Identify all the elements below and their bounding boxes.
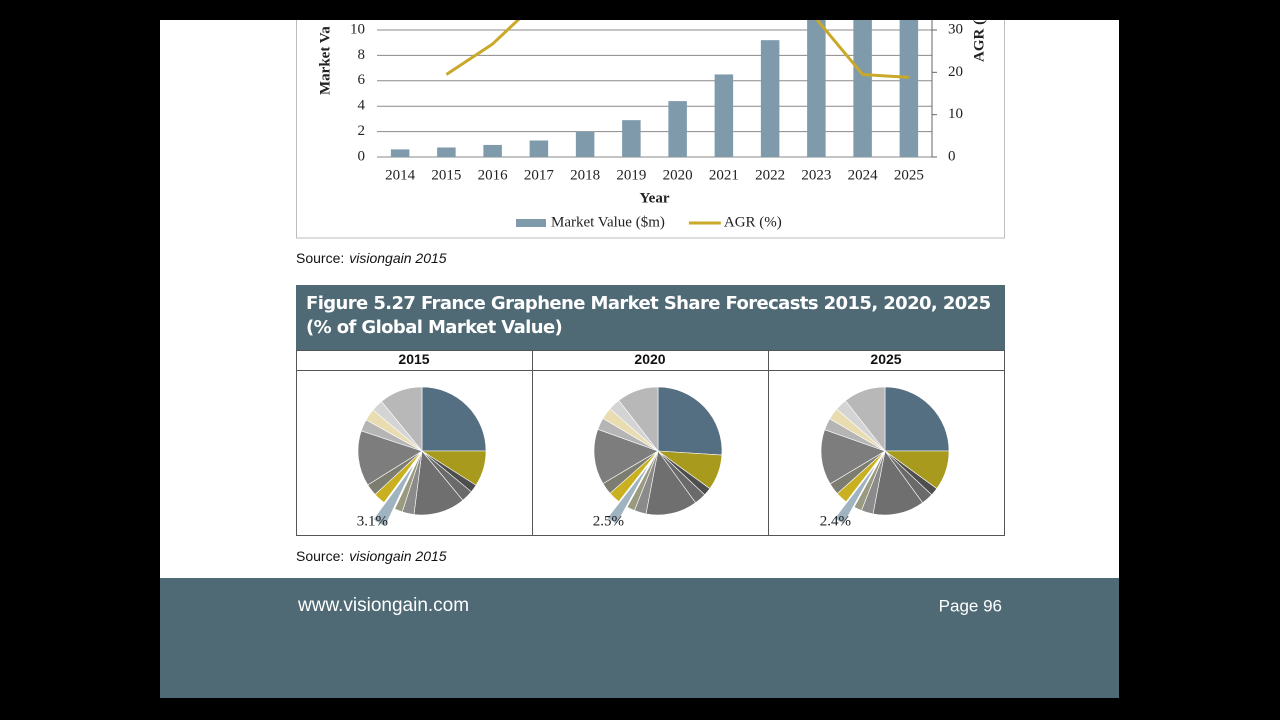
source: Source: visiongain 2015 [296,250,447,266]
source: Source: visiongain 2015 [296,548,447,564]
y-tick-label: 8 [358,47,366,63]
bar [853,20,872,157]
bar [437,147,456,157]
pie-slice [593,428,659,484]
pie-slice [394,450,423,513]
footer-bar [160,578,1119,698]
pie-slice [657,386,723,456]
pie-slice [820,429,886,485]
y-tick-label: 10 [350,21,365,37]
pie-slice [626,450,659,511]
pie-slice [884,386,950,452]
footer-url: www.visiongain.com [297,595,469,616]
agr-line [445,20,909,79]
y2-tick-label: 20 [948,64,963,80]
y2-tick-label: 10 [948,106,963,122]
y-tick-label: 2 [358,123,366,139]
pie-slice [606,462,651,525]
bar [575,131,595,157]
pie-label: 2.5% [593,513,624,529]
legend-swatch [516,219,546,227]
pie-slice [381,386,423,452]
x-tick-label: 2015 [431,167,461,183]
chart-frame [296,20,1005,239]
x-tick-label: 2022 [755,167,785,183]
x-tick-label: 2018 [570,167,600,183]
pie-slice [357,430,423,486]
x-tick-label: 2016 [478,167,509,183]
bar [622,120,641,157]
figure-title-bar [296,285,1005,350]
source-label: Source: [296,548,344,564]
source-name: visiongain 2015 [349,250,447,266]
bar [807,20,826,157]
pie-slice [834,462,878,525]
column-header: 2015 [398,351,429,367]
source-label: Source: [296,250,344,266]
column-header: 2025 [870,351,901,367]
legend-label: Market Value ($m) [551,214,665,230]
x-tick-label: 2023 [801,167,831,183]
document-page: Source: visiongain 2015 Source: visiongain… [160,20,1119,698]
y2-axis-title: AGR ( [971,20,987,62]
x-tick-label: 2017 [524,167,555,183]
pie-slice [618,386,659,452]
source-name: visiongain 2015 [349,548,447,564]
x-tick-label: 2020 [663,167,693,183]
bar [483,144,502,157]
page-number: Page 96 [939,596,1002,615]
bar [714,74,734,157]
y-tick-label: 4 [358,98,366,114]
x-tick-label: 2019 [616,167,646,183]
x-tick-label: 2014 [385,167,416,183]
y-tick-label: 6 [358,72,366,88]
x-tick-label: 2025 [894,167,924,183]
x-tick-label: 2024 [848,167,879,183]
y-axis-title: Market Va [317,26,333,95]
figure-title: Figure 5.27 France Graphene Market Share… [306,293,991,338]
x-tick-label: 2021 [709,167,739,183]
pie-slice [372,462,416,527]
bar [899,20,919,157]
y-tick-label: 0 [358,148,366,164]
x-axis-title: Year [640,190,670,206]
bar [529,140,549,157]
pie-slice [853,450,886,511]
pie-slice [421,386,487,452]
legend-label: AGR (%) [724,214,782,230]
column-header: 2020 [634,351,665,367]
pie-label: 2.4% [820,513,851,529]
bar [668,101,687,157]
bar [390,149,410,157]
pie-label: 3.1% [357,513,388,529]
pie-slice [845,386,886,452]
y2-tick-label: 30 [948,21,963,37]
y2-tick-label: 0 [948,148,956,164]
bar [760,40,780,157]
